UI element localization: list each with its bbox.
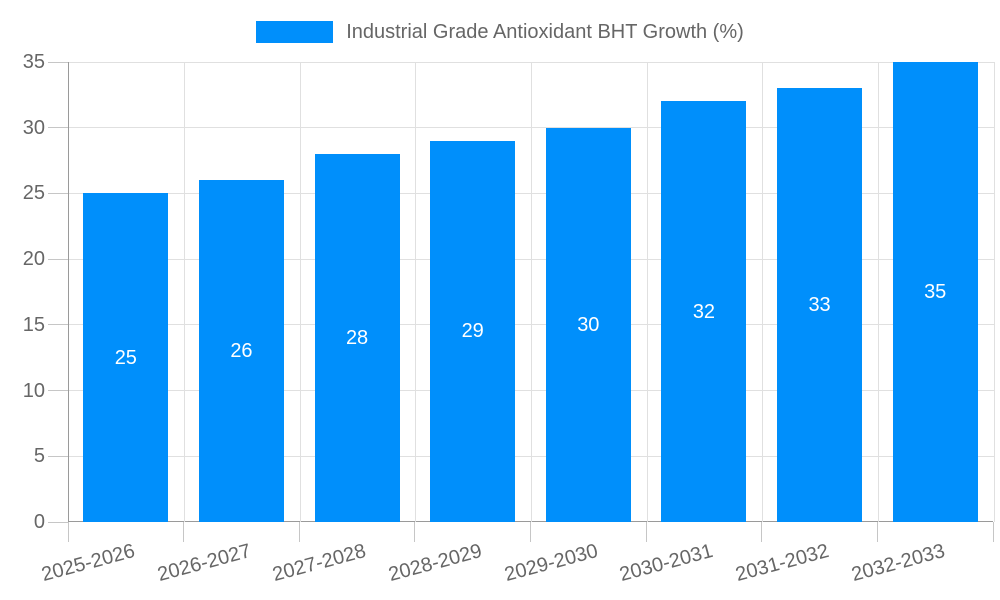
x-axis-tick-label: 2028-2029 (386, 540, 485, 587)
vertical-gridline (877, 62, 879, 522)
vertical-gridline (531, 62, 532, 522)
y-axis-tick (48, 61, 68, 63)
bar-value-label: 29 (461, 320, 484, 343)
vertical-gridline (415, 62, 417, 522)
y-axis-tick-label: 15 (22, 313, 45, 336)
y-axis-tick-label: 25 (22, 182, 45, 205)
x-axis-tick-label: 2029-2030 (501, 540, 601, 587)
bar[interactable] (545, 127, 631, 522)
legend-swatch (256, 21, 334, 43)
x-axis-tick-label: 2026-2027 (155, 540, 254, 587)
bar-value-label: 28 (345, 327, 369, 349)
plot-area (68, 61, 995, 522)
bar-value-label: 32 (692, 300, 716, 323)
vertical-gridline (646, 62, 648, 522)
bar-value-label: 26 (230, 340, 253, 363)
bar[interactable] (777, 88, 863, 522)
bar[interactable] (314, 154, 400, 522)
legend-label: Industrial Grade Antioxidant BHT Growth … (346, 21, 744, 43)
bar[interactable] (430, 140, 516, 522)
vertical-gridline (993, 62, 995, 522)
y-axis-tick-label: 35 (22, 51, 45, 73)
x-axis-tick (530, 522, 531, 542)
y-axis-tick (48, 192, 68, 194)
x-axis-tick-label: 2032-2033 (848, 540, 947, 587)
x-axis-tick (992, 522, 994, 542)
vertical-gridline (184, 62, 186, 522)
bar[interactable] (661, 101, 747, 522)
y-axis-tick-label: 30 (22, 116, 45, 139)
bar[interactable] (198, 180, 284, 522)
bar-value-label: 33 (808, 294, 831, 317)
bar[interactable] (892, 62, 978, 522)
x-axis-tick (645, 522, 647, 542)
vertical-gridline (299, 62, 301, 522)
y-axis-tick (48, 258, 68, 260)
x-axis-tick-label: 2031-2032 (733, 540, 832, 587)
y-axis-tick-label: 0 (33, 511, 45, 533)
bar[interactable] (83, 193, 169, 522)
y-axis-tick (48, 455, 68, 457)
x-axis-tick (414, 522, 416, 542)
x-axis-tick (183, 522, 185, 542)
x-axis-tick (876, 522, 878, 542)
y-axis-tick-label: 20 (22, 248, 45, 271)
x-axis-tick-label: 2027-2028 (270, 540, 369, 587)
x-axis-tick-label: 2030-2031 (617, 540, 716, 587)
y-axis-tick (48, 521, 68, 523)
bar-value-label: 25 (114, 346, 137, 369)
x-axis-tick (761, 522, 763, 542)
y-axis-tick-label: 5 (33, 445, 45, 468)
y-axis-tick-label: 10 (22, 379, 45, 402)
x-axis-tick (298, 522, 300, 542)
bar-value-label: 30 (577, 313, 600, 336)
y-axis-tick (48, 324, 68, 326)
y-axis-tick (48, 390, 68, 392)
bar-value-label: 35 (924, 281, 947, 303)
x-axis-tick (67, 522, 69, 542)
y-axis-tick (48, 127, 68, 129)
x-axis-tick-label: 2025-2026 (39, 540, 138, 587)
vertical-gridline (762, 62, 764, 522)
legend[interactable]: Industrial Grade Antioxidant BHT Growth … (0, 21, 1000, 43)
